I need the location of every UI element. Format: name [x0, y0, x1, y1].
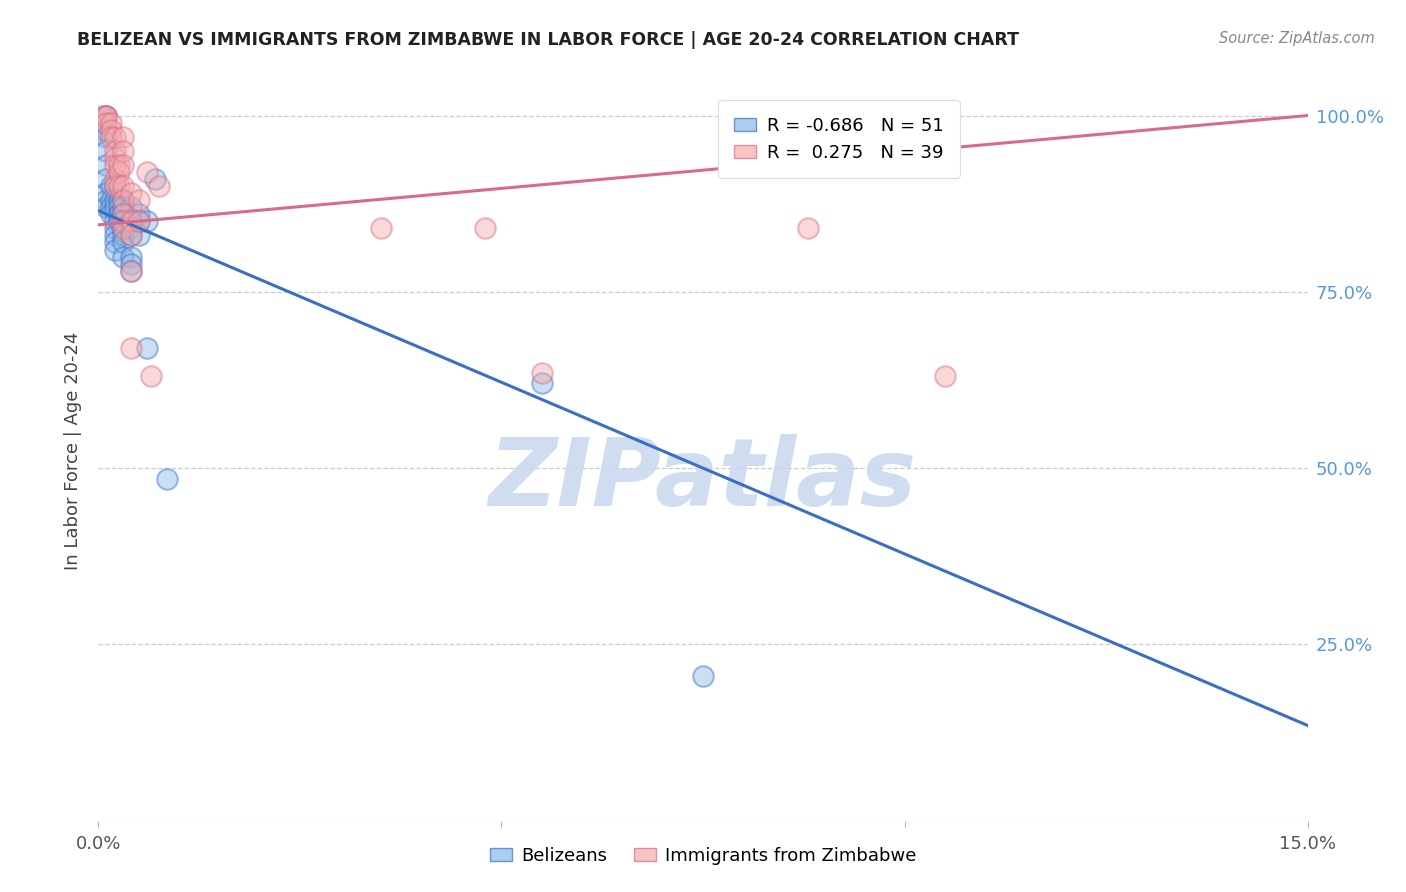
Point	[111, 250, 134, 264]
Point	[111, 129, 134, 144]
Point	[111, 193, 134, 207]
Legend: Belizeans, Immigrants from Zimbabwe: Belizeans, Immigrants from Zimbabwe	[482, 840, 924, 872]
Point	[103, 179, 125, 194]
Point	[135, 214, 157, 228]
Point	[103, 235, 125, 250]
Point	[120, 341, 142, 355]
Point	[120, 228, 142, 243]
Point	[107, 165, 129, 179]
Point	[91, 122, 114, 136]
Point	[128, 207, 150, 221]
Point	[128, 214, 150, 228]
Point	[120, 214, 142, 228]
Text: Source: ZipAtlas.com: Source: ZipAtlas.com	[1219, 31, 1375, 46]
Point	[100, 193, 122, 207]
Point	[111, 228, 134, 243]
Point	[96, 186, 118, 200]
Point	[111, 235, 134, 250]
Point	[96, 109, 118, 123]
Point	[103, 179, 125, 194]
Point	[474, 221, 496, 235]
Point	[96, 158, 118, 172]
Point	[96, 200, 118, 214]
Point	[103, 144, 125, 158]
Point	[120, 221, 142, 235]
Point	[530, 376, 553, 391]
Point	[111, 207, 134, 221]
Point	[111, 207, 134, 221]
Point	[96, 109, 118, 123]
Point	[107, 158, 129, 172]
Point	[148, 179, 170, 194]
Point	[96, 172, 118, 186]
Point	[91, 115, 114, 129]
Point	[111, 221, 134, 235]
Point	[120, 263, 142, 277]
Point	[797, 221, 820, 235]
Point	[530, 366, 553, 380]
Point	[143, 172, 166, 186]
Point	[692, 669, 714, 683]
Point	[103, 193, 125, 207]
Point	[100, 179, 122, 194]
Point	[934, 369, 956, 384]
Point	[107, 200, 129, 214]
Point	[120, 228, 142, 243]
Point	[103, 243, 125, 257]
Point	[96, 122, 118, 136]
Point	[103, 151, 125, 165]
Point	[370, 221, 392, 235]
Point	[120, 186, 142, 200]
Point	[120, 214, 142, 228]
Point	[135, 341, 157, 355]
Point	[103, 214, 125, 228]
Point	[128, 193, 150, 207]
Point	[120, 263, 142, 277]
Point	[156, 472, 179, 486]
Point	[111, 158, 134, 172]
Point	[107, 193, 129, 207]
Point	[91, 109, 114, 123]
Point	[96, 193, 118, 207]
Point	[100, 115, 122, 129]
Point	[103, 228, 125, 243]
Point	[111, 193, 134, 207]
Point	[100, 129, 122, 144]
Point	[96, 144, 118, 158]
Point	[107, 179, 129, 194]
Point	[103, 129, 125, 144]
Point	[135, 165, 157, 179]
Point	[120, 257, 142, 271]
Point	[94, 109, 117, 123]
Point	[111, 200, 134, 214]
Point	[111, 144, 134, 158]
Point	[120, 200, 142, 214]
Y-axis label: In Labor Force | Age 20-24: In Labor Force | Age 20-24	[65, 331, 83, 570]
Point	[103, 200, 125, 214]
Point	[120, 250, 142, 264]
Point	[100, 122, 122, 136]
Point	[96, 129, 118, 144]
Point	[103, 221, 125, 235]
Point	[111, 179, 134, 194]
Point	[100, 200, 122, 214]
Point	[128, 228, 150, 243]
Point	[139, 369, 162, 384]
Point	[100, 207, 122, 221]
Point	[128, 214, 150, 228]
Point	[111, 221, 134, 235]
Point	[103, 172, 125, 186]
Point	[96, 109, 118, 123]
Point	[111, 214, 134, 228]
Point	[96, 115, 118, 129]
Text: ZIPatlas: ZIPatlas	[489, 434, 917, 526]
Point	[103, 158, 125, 172]
Text: BELIZEAN VS IMMIGRANTS FROM ZIMBABWE IN LABOR FORCE | AGE 20-24 CORRELATION CHAR: BELIZEAN VS IMMIGRANTS FROM ZIMBABWE IN …	[77, 31, 1019, 49]
Legend: R = -0.686   N = 51, R =  0.275   N = 39: R = -0.686 N = 51, R = 0.275 N = 39	[718, 101, 960, 178]
Point	[107, 207, 129, 221]
Point	[107, 214, 129, 228]
